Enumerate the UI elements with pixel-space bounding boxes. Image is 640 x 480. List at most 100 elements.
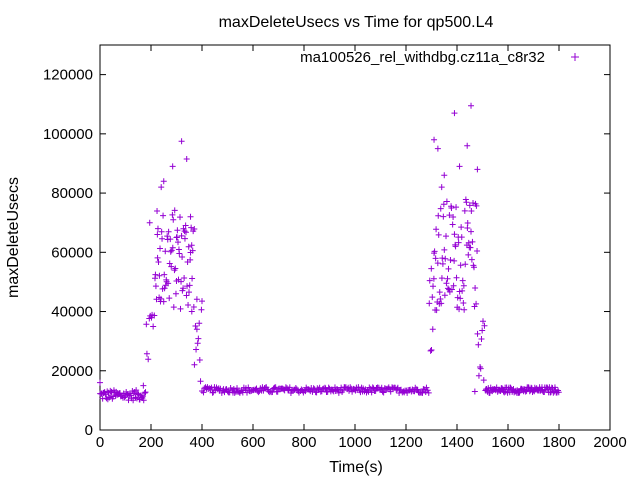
data-point [499, 385, 506, 392]
y-tick-label: 60000 [51, 244, 93, 261]
data-point [161, 271, 168, 278]
data-point [159, 235, 166, 242]
data-point [453, 274, 460, 281]
data-point [426, 277, 433, 284]
data-point [378, 384, 385, 391]
data-point [470, 264, 477, 271]
data-point [474, 247, 481, 254]
data-point [473, 202, 480, 209]
data-point [460, 282, 467, 289]
data-point [437, 296, 444, 303]
data-point [429, 294, 436, 301]
data-point [394, 385, 401, 392]
data-point [478, 335, 485, 342]
data-point [208, 384, 215, 391]
data-point [164, 233, 171, 240]
data-point [160, 212, 167, 219]
data-point [186, 289, 193, 296]
data-point [260, 387, 267, 394]
data-point [193, 346, 200, 353]
data-point [231, 389, 238, 396]
data-point [325, 384, 332, 391]
data-point [170, 216, 177, 223]
data-point [425, 389, 432, 396]
data-point [368, 389, 375, 396]
data-point [445, 265, 452, 272]
data-point [467, 244, 474, 251]
data-point [97, 379, 103, 386]
data-point [516, 389, 523, 396]
data-point [334, 385, 341, 392]
data-point [160, 298, 167, 305]
data-point [475, 341, 482, 348]
data-point [172, 265, 179, 272]
y-tick-label: 100000 [43, 126, 93, 143]
data-point [181, 235, 188, 242]
data-point [182, 222, 189, 229]
legend: ma100526_rel_withdbg.cz11a_c8r32 [300, 49, 579, 66]
data-point [440, 213, 447, 220]
data-point [103, 395, 110, 402]
data-point [166, 260, 173, 267]
data-point [431, 248, 438, 255]
data-point [446, 212, 453, 219]
x-tick-label: 0 [96, 434, 104, 451]
data-point [152, 283, 159, 290]
legend-label: ma100526_rel_withdbg.cz11a_c8r32 [300, 49, 545, 66]
data-point [449, 221, 456, 228]
y-tick-label: 120000 [43, 67, 93, 84]
data-point [429, 326, 436, 333]
data-point [472, 285, 479, 292]
data-point [168, 247, 175, 254]
data-point [438, 184, 445, 191]
data-point [102, 391, 109, 398]
data-point [143, 321, 150, 328]
data-point [465, 239, 472, 246]
data-point [316, 384, 323, 391]
data-point [468, 208, 475, 215]
data-point [424, 387, 431, 394]
data-point [453, 204, 460, 211]
data-point [169, 163, 176, 170]
data-point [168, 263, 175, 270]
data-point [140, 393, 147, 400]
data-point [162, 248, 169, 255]
data-point [434, 145, 441, 152]
x-tick-label: 2000 [593, 434, 626, 451]
data-point [121, 394, 128, 401]
data-point [141, 390, 148, 397]
data-point [154, 225, 161, 232]
data-point [138, 394, 145, 401]
y-tick-label: 80000 [51, 185, 93, 202]
data-point [434, 260, 441, 267]
x-tick-label: 1200 [389, 434, 422, 451]
data-point [380, 389, 387, 396]
data-point [186, 282, 193, 289]
data-point [180, 285, 187, 292]
data-point [143, 350, 150, 357]
data-point [462, 196, 469, 203]
data-point [444, 275, 451, 282]
data-point [173, 234, 180, 241]
data-point [154, 231, 161, 238]
data-point [477, 365, 484, 372]
data-point [428, 265, 435, 272]
data-point [451, 257, 458, 264]
data-point [456, 288, 463, 295]
data-point [132, 394, 139, 401]
data-point [160, 178, 167, 185]
data-point [191, 361, 198, 368]
y-tick-label: 40000 [51, 304, 93, 321]
data-point [443, 280, 450, 287]
data-point [457, 295, 464, 302]
data-point [456, 306, 463, 313]
data-point [207, 386, 214, 393]
data-point [438, 300, 445, 307]
legend-marker [571, 53, 579, 61]
data-point [171, 207, 178, 214]
data-point [481, 322, 488, 329]
data-point [188, 224, 195, 231]
data-point [438, 275, 445, 282]
data-point [192, 323, 199, 330]
y-tick-label: 0 [85, 422, 93, 439]
